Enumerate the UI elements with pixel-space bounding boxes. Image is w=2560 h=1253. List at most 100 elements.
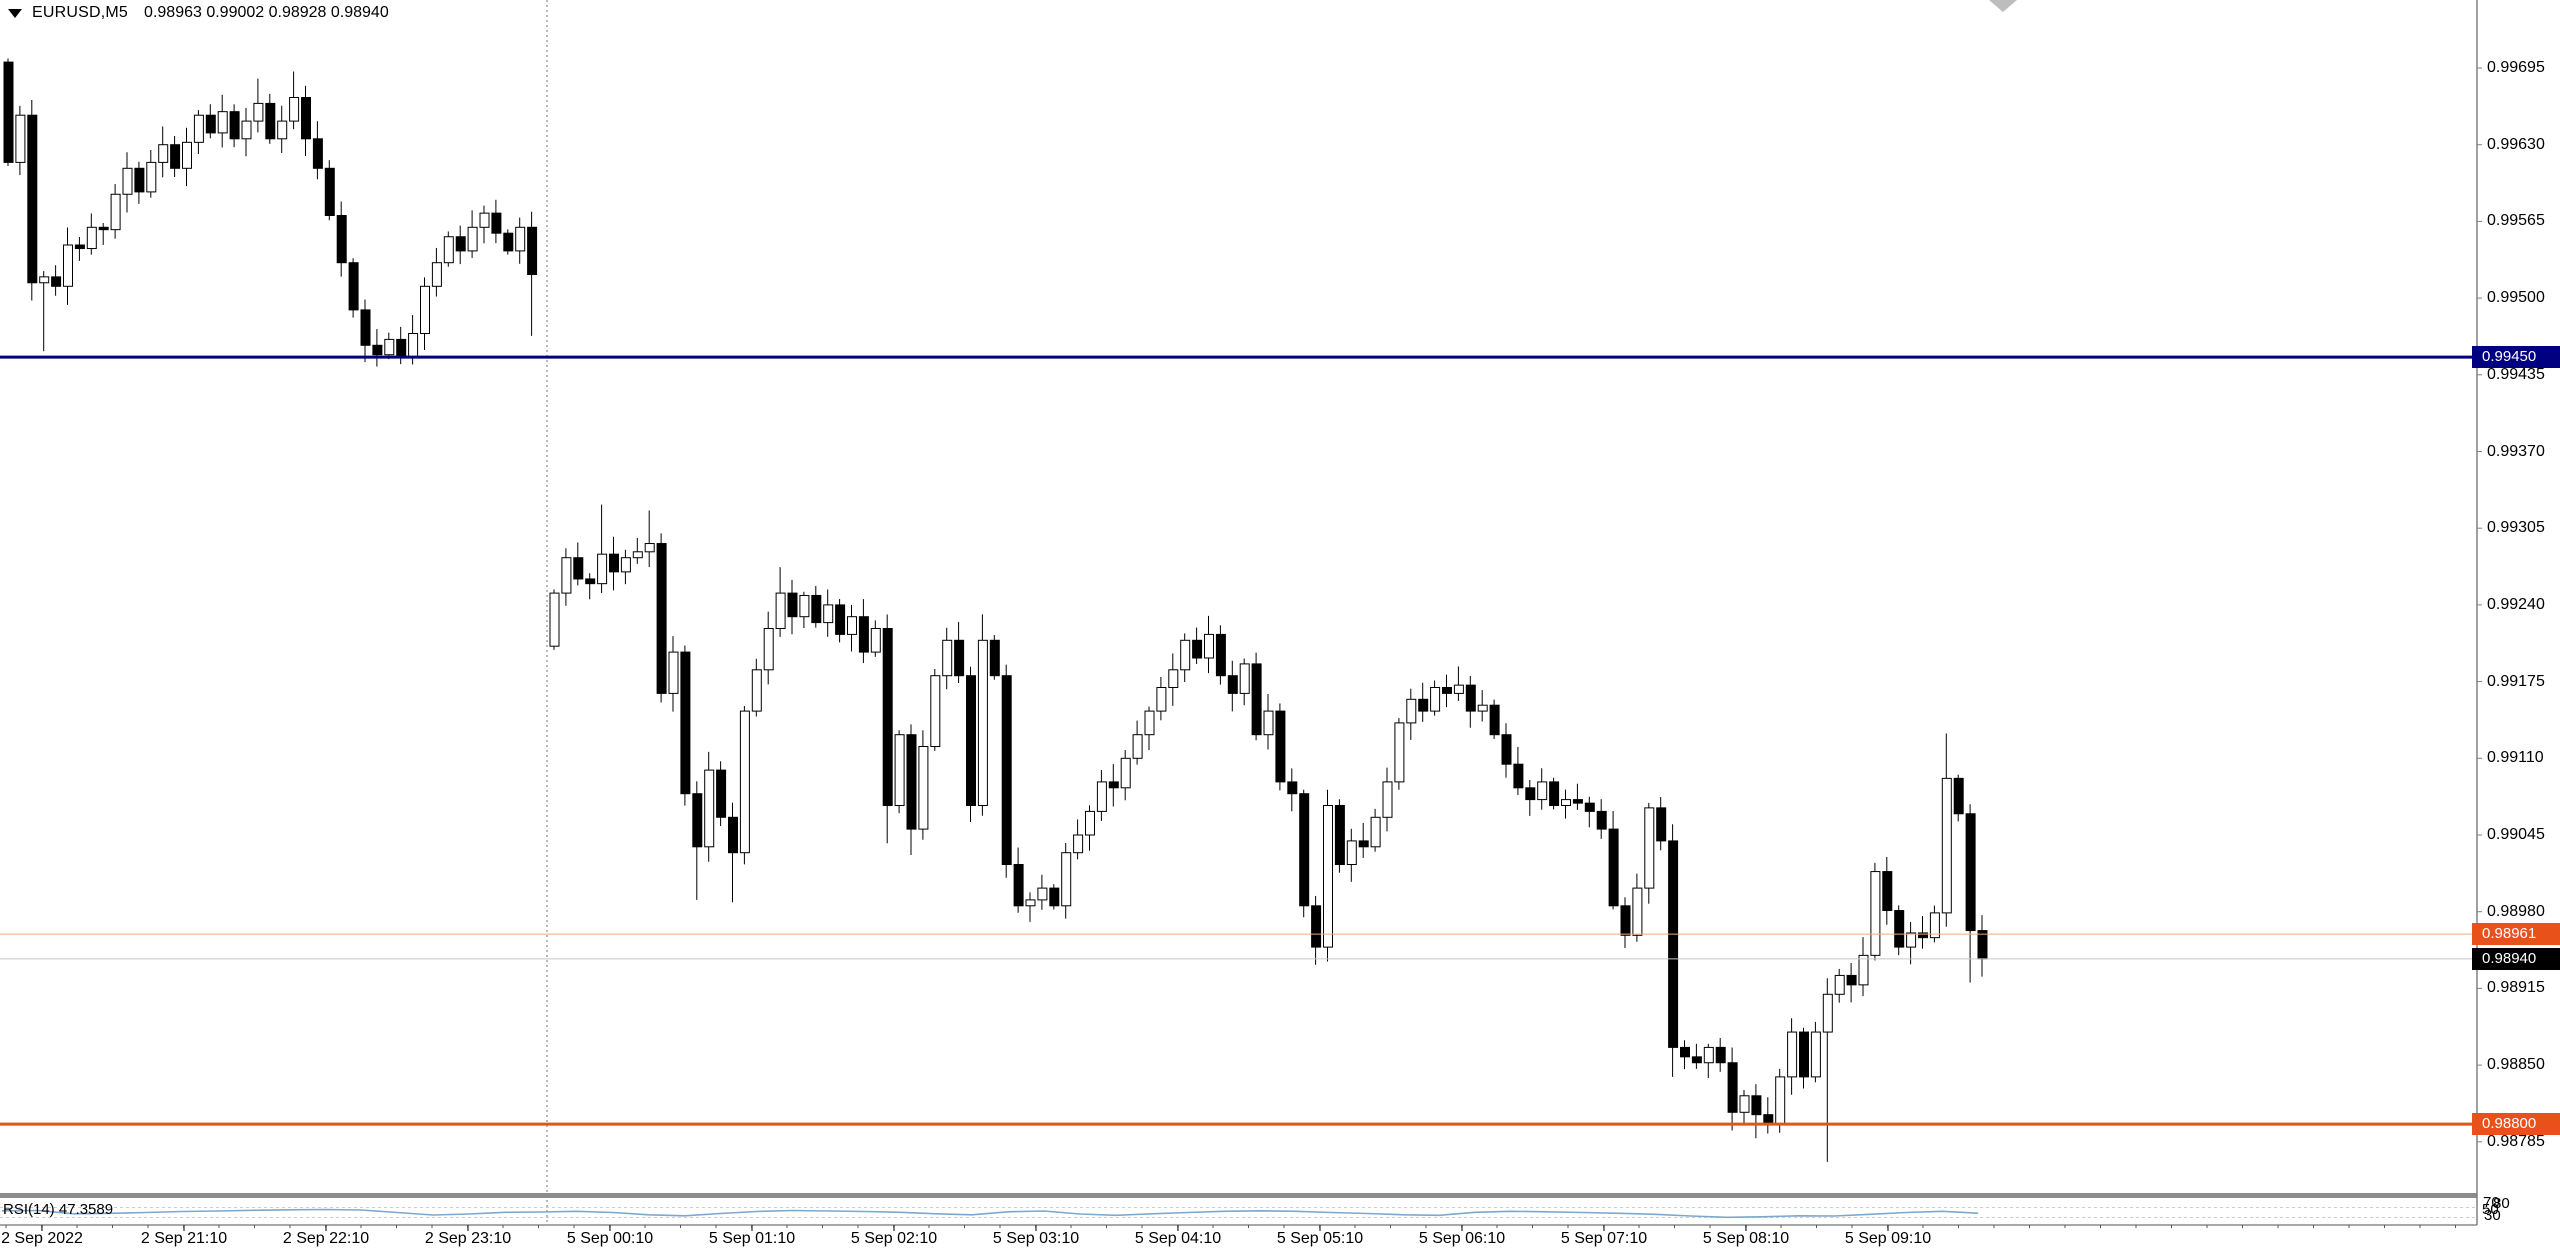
candle-bullish — [1406, 698, 1417, 724]
candle-bullish — [1941, 777, 1952, 914]
candle-bullish — [1346, 840, 1357, 866]
candle-bullish — [739, 710, 750, 854]
candle-bullish — [1739, 1095, 1750, 1113]
candle-bullish — [597, 553, 608, 585]
candle-bullish — [1239, 663, 1250, 694]
candle-bearish — [1513, 763, 1524, 789]
candle-bearish — [1001, 675, 1012, 866]
time-axis-label: 5 Sep 06:10 — [1418, 1230, 1506, 1247]
bid-price-tag: 0.98940 — [2472, 947, 2560, 970]
candle-bullish — [1477, 704, 1488, 712]
time-axis-label: 5 Sep 09:10 — [1844, 1230, 1932, 1247]
candle-bullish — [1370, 816, 1381, 848]
candle-bearish — [51, 276, 62, 287]
candle-bullish — [1858, 954, 1869, 986]
chart-title-row: EURUSD,M5 0.98963 0.99002 0.98928 0.9894… — [8, 4, 389, 22]
rsi-axis-label: 70 — [2483, 1194, 2500, 1211]
candle-bullish — [15, 114, 26, 163]
candle-bearish — [1525, 787, 1536, 801]
candle-bullish — [1787, 1031, 1798, 1078]
candle-bearish — [312, 138, 323, 169]
candle-bearish — [656, 543, 667, 694]
candle-bullish — [918, 746, 929, 830]
candle-bearish — [1275, 710, 1286, 783]
candle-bullish — [110, 193, 121, 231]
candle-bearish — [1501, 734, 1512, 765]
candle-bullish — [1810, 1031, 1821, 1078]
candle-bearish — [205, 114, 216, 134]
resistance-price-tag: 0.99450 — [2472, 346, 2560, 369]
time-axis-label: 2 Sep 2022 — [1, 1230, 83, 1247]
candle-bearish — [1680, 1046, 1690, 1058]
candle-bullish — [1061, 852, 1072, 907]
candle-bullish — [1453, 684, 1464, 694]
candle-bullish — [158, 144, 169, 163]
candle-bullish — [420, 285, 430, 334]
candle-bullish — [1382, 781, 1393, 818]
candle-bearish — [455, 236, 466, 252]
candle-bullish — [241, 120, 252, 140]
candle-bearish — [1549, 781, 1560, 807]
candle-bullish — [1775, 1076, 1786, 1125]
candle-bearish — [1977, 930, 1988, 960]
candle-bullish — [479, 212, 490, 228]
candle-bearish — [858, 616, 869, 653]
candle-bullish — [1085, 810, 1095, 836]
candle-bearish — [716, 769, 727, 818]
candle-bearish — [692, 793, 703, 848]
candle-bearish — [1311, 905, 1322, 948]
candle-bullish — [1120, 757, 1131, 789]
candle-bullish — [1822, 993, 1833, 1033]
candle-bullish — [1025, 899, 1036, 907]
candle-bullish — [431, 262, 442, 287]
candle-bearish — [348, 262, 359, 311]
candle-bearish — [835, 604, 846, 635]
time-axis-label: 5 Sep 08:10 — [1702, 1230, 1790, 1247]
price-tick-label: 0.99045 — [2487, 826, 2545, 843]
time-axis-label: 5 Sep 03:10 — [992, 1230, 1080, 1247]
candle-bullish — [1394, 722, 1405, 783]
price-tick-label: 0.99305 — [2487, 519, 2545, 537]
candle-bearish — [966, 675, 976, 807]
price-tick-label: 0.98980 — [2487, 902, 2545, 920]
candle-bullish — [763, 628, 774, 671]
candle-bearish — [503, 232, 514, 252]
candle-bearish — [1727, 1062, 1738, 1113]
candle-bearish — [1918, 932, 1928, 939]
candle-bearish — [811, 594, 822, 624]
candle-bullish — [799, 594, 810, 618]
time-axis-label: 5 Sep 01:10 — [708, 1230, 796, 1247]
candle-bearish — [1668, 840, 1679, 1048]
candle-bearish — [1953, 777, 1964, 815]
candle-bullish — [515, 226, 526, 252]
candle-bearish — [989, 639, 1000, 677]
candle-bullish — [1561, 799, 1571, 806]
main-rsi-separator[interactable] — [0, 1193, 2477, 1198]
price-tick-label: 0.99175 — [2487, 672, 2545, 690]
down-triangle-icon[interactable] — [8, 8, 22, 18]
candle-bullish — [561, 557, 572, 594]
candle-bullish — [870, 628, 881, 653]
candle-bearish — [1965, 813, 1976, 932]
price-tick-label: 0.99500 — [2487, 289, 2545, 307]
candle-bullish — [823, 604, 834, 624]
candle-bearish — [324, 167, 335, 217]
candle-bearish — [1572, 799, 1583, 804]
candle-bearish — [1215, 633, 1226, 677]
candle-bullish — [182, 141, 192, 169]
candle-bullish — [644, 543, 655, 553]
rsi-axis-label: 50 — [2482, 1201, 2499, 1218]
chart-shift-triangle-icon[interactable] — [1989, 0, 2017, 12]
price-tick-label: 0.99435 — [2487, 365, 2545, 383]
candle-bearish — [1287, 781, 1298, 795]
candle-bearish — [1049, 887, 1060, 907]
candle-bearish — [1192, 639, 1203, 659]
candle-bullish — [632, 551, 643, 559]
price-tick-label: 0.99110 — [2487, 749, 2544, 767]
candle-bearish — [1751, 1095, 1762, 1116]
candle-bullish — [894, 734, 905, 807]
candle-bullish — [1929, 912, 1940, 939]
ask-price-tag: 0.98961 — [2472, 923, 2560, 946]
